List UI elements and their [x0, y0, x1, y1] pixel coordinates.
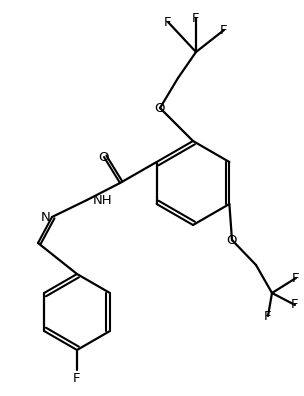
- Text: N: N: [40, 211, 50, 223]
- Text: O: O: [227, 234, 237, 246]
- Text: F: F: [220, 23, 228, 36]
- Text: F: F: [164, 15, 172, 29]
- Text: O: O: [155, 101, 165, 114]
- Text: F: F: [291, 299, 299, 312]
- Text: O: O: [99, 150, 109, 164]
- Text: F: F: [292, 272, 300, 284]
- Text: F: F: [192, 11, 200, 25]
- Text: F: F: [73, 371, 81, 385]
- Text: NH: NH: [93, 194, 112, 206]
- Text: F: F: [264, 310, 272, 322]
